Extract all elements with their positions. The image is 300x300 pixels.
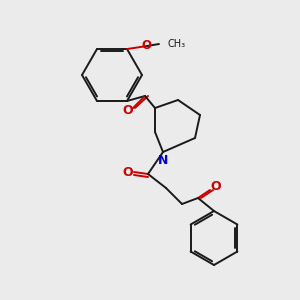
Text: O: O [141, 38, 151, 52]
Text: O: O [123, 104, 133, 118]
Text: O: O [123, 167, 133, 179]
Text: N: N [158, 154, 168, 167]
Text: O: O [211, 179, 221, 193]
Text: CH₃: CH₃ [167, 39, 185, 49]
